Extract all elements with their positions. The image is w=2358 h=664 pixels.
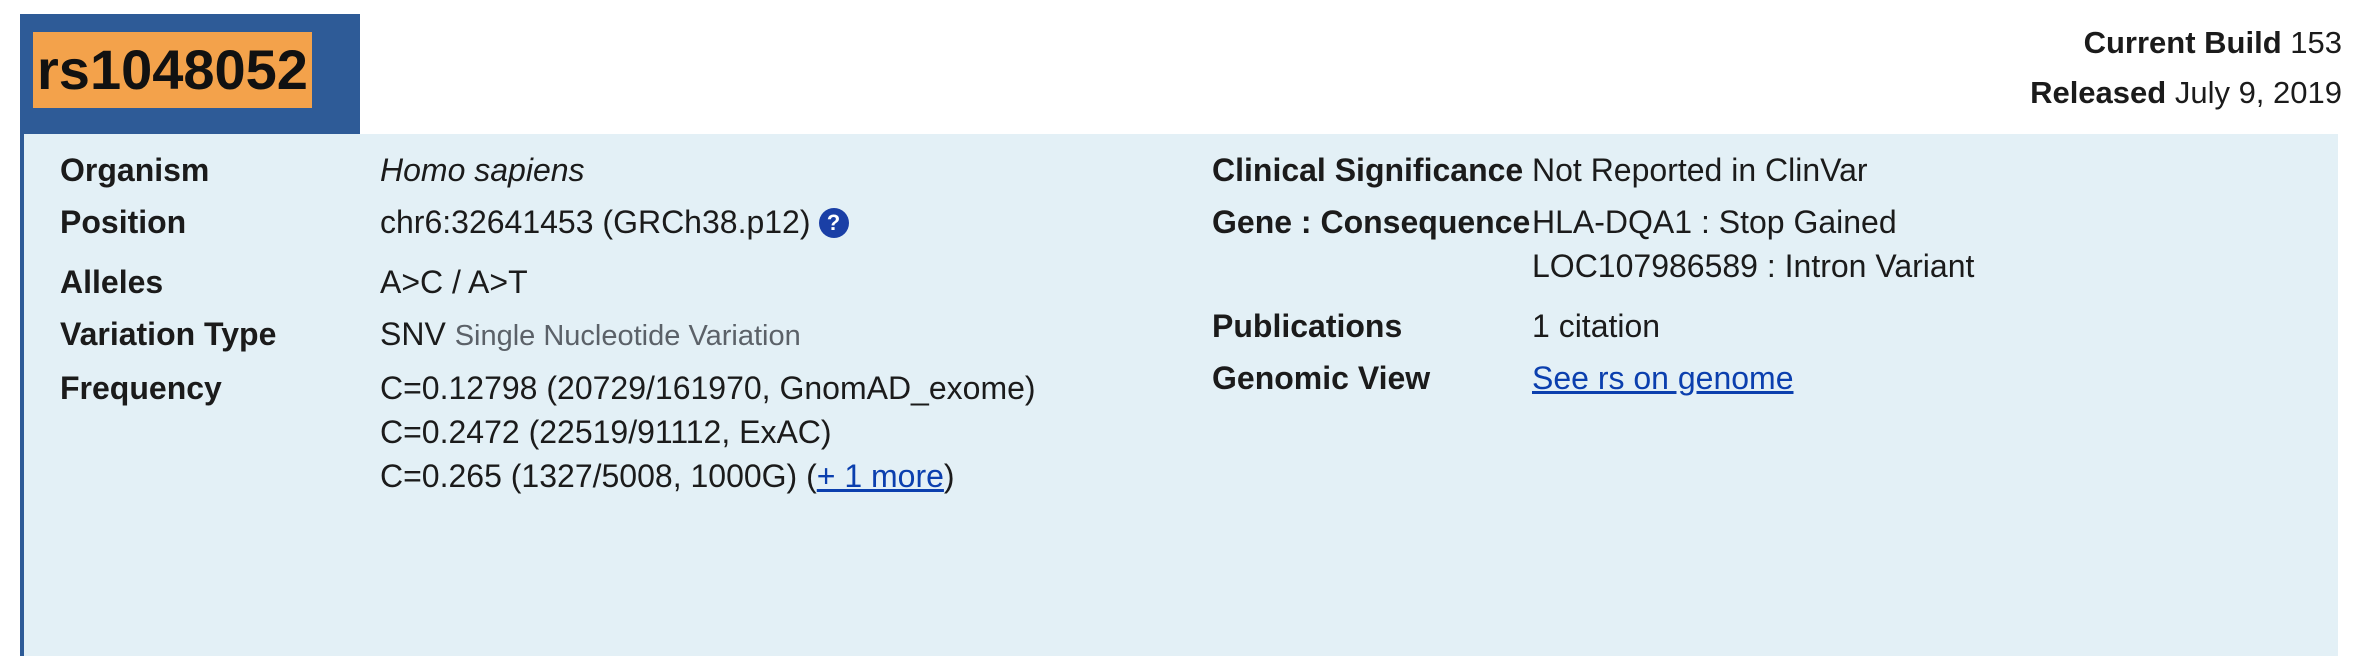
variation-type-label: Variation Type — [60, 316, 277, 352]
gene-consequence-line: LOC107986589 : Intron Variant — [1532, 248, 1975, 284]
released-value: July 9, 2019 — [2174, 75, 2342, 110]
alleles-label: Alleles — [60, 264, 164, 300]
genomic-view-label: Genomic View — [1212, 360, 1431, 396]
gene-consequence-values: HLA-DQA1 : Stop Gained LOC107986589 : In… — [1532, 200, 1974, 288]
genomic-view-row: Genomic View See rs on genome — [1212, 356, 2312, 400]
frequency-line-last: C=0.265 (1327/5008, 1000G) (+ 1 more) — [380, 454, 1036, 498]
variation-type-value-cell: SNV Single Nucleotide Variation — [380, 312, 801, 358]
position-value-cell: chr6:32641453 (GRCh38.p12)? — [380, 200, 849, 244]
organism-row: Organism Homo sapiens — [60, 148, 1160, 192]
summary-right-column: Clinical Significance Not Reported in Cl… — [1212, 144, 2312, 400]
organism-value: Homo sapiens — [380, 152, 585, 188]
current-build-value: 153 — [2290, 25, 2342, 60]
organism-label: Organism — [60, 152, 210, 188]
publications-value: 1 citation — [1532, 308, 1661, 344]
help-icon[interactable]: ? — [818, 208, 849, 238]
summary-panel: Organism Homo sapiens Position chr6:3264… — [20, 134, 2338, 656]
clinical-significance-row: Clinical Significance Not Reported in Cl… — [1212, 148, 2312, 192]
variation-type-detail: Single Nucleotide Variation — [454, 320, 801, 352]
released-date: Released July 9, 2019 — [2030, 68, 2342, 118]
position-value: chr6:32641453 (GRCh38.p12) — [380, 204, 811, 240]
gene-consequence-label: Gene : Consequence — [1212, 204, 1531, 240]
released-label: Released — [2030, 75, 2167, 110]
frequency-closing: ) — [943, 458, 955, 494]
publications-label: Publications — [1212, 308, 1403, 344]
frequency-line: C=0.265 (1327/5008, 1000G) ( — [380, 458, 817, 494]
genomic-view-link[interactable]: See rs on genome — [1532, 360, 1794, 396]
alleles-row: Alleles A>C / A>T — [60, 260, 1160, 304]
gene-consequence-line: HLA-DQA1 : Stop Gained — [1532, 204, 1897, 240]
frequency-line: C=0.12798 (20729/161970, GnomAD_exome) — [380, 370, 1036, 406]
variation-type-value: SNV — [380, 316, 446, 352]
variation-type-row: Variation Type SNV Single Nucleotide Var… — [60, 312, 1160, 358]
summary-left-column: Organism Homo sapiens Position chr6:3264… — [60, 144, 1160, 498]
genomic-view-value: See rs on genome — [1532, 356, 1794, 400]
alleles-value: A>C / A>T — [380, 264, 528, 300]
clinical-significance-label: Clinical Significance — [1212, 152, 1524, 188]
frequency-label: Frequency — [60, 370, 222, 406]
frequency-values: C=0.12798 (20729/161970, GnomAD_exome) C… — [380, 366, 1036, 498]
frequency-row: Frequency C=0.12798 (20729/161970, GnomA… — [60, 366, 1160, 498]
rsid-title: rs1048052 — [33, 32, 312, 108]
build-info: Current Build 153 Released July 9, 2019 — [2030, 18, 2342, 118]
clinical-significance-value: Not Reported in ClinVar — [1532, 152, 1868, 188]
gene-consequence-row: Gene : Consequence HLA-DQA1 : Stop Gaine… — [1212, 200, 2312, 288]
frequency-line: C=0.2472 (22519/91112, ExAC) — [380, 414, 832, 450]
position-label: Position — [60, 204, 187, 240]
current-build-label: Current Build — [2083, 25, 2282, 60]
current-build: Current Build 153 — [2030, 18, 2342, 68]
frequency-more-link[interactable]: + 1 more — [816, 458, 944, 494]
position-row: Position chr6:32641453 (GRCh38.p12)? — [60, 200, 1160, 244]
publications-row: Publications 1 citation — [1212, 304, 2312, 348]
